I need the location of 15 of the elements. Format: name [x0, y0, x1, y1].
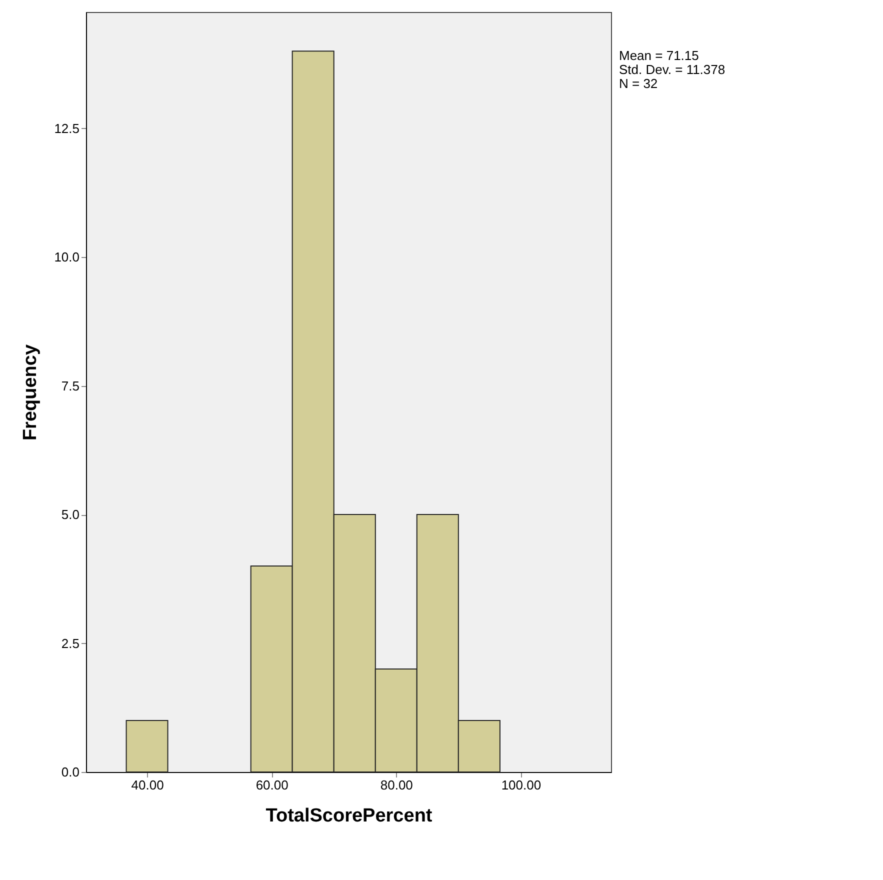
- x-tick-label: 60.00: [256, 778, 288, 792]
- text: Mean = 71.15: [619, 48, 699, 63]
- x-tick-label: 100.00: [501, 778, 542, 792]
- text: Std. Dev. = 11.378: [619, 62, 726, 77]
- y-tick-label: 0.0: [61, 764, 80, 780]
- y-tick-label: 10.0: [54, 250, 80, 265]
- x-tick-label: 80.00: [380, 778, 413, 792]
- y-tick-label: 5.0: [61, 507, 80, 522]
- x-tick-label: 40.00: [131, 778, 164, 792]
- x-axis-title: TotalScorePercent: [266, 806, 433, 826]
- y-axis-title: Frequency: [20, 344, 42, 441]
- y-tick-label: 12.5: [54, 120, 80, 136]
- y-tick-label: 7.5: [61, 378, 80, 394]
- text: N = 32: [619, 76, 658, 91]
- y-tick-label: 2.5: [61, 636, 80, 651]
